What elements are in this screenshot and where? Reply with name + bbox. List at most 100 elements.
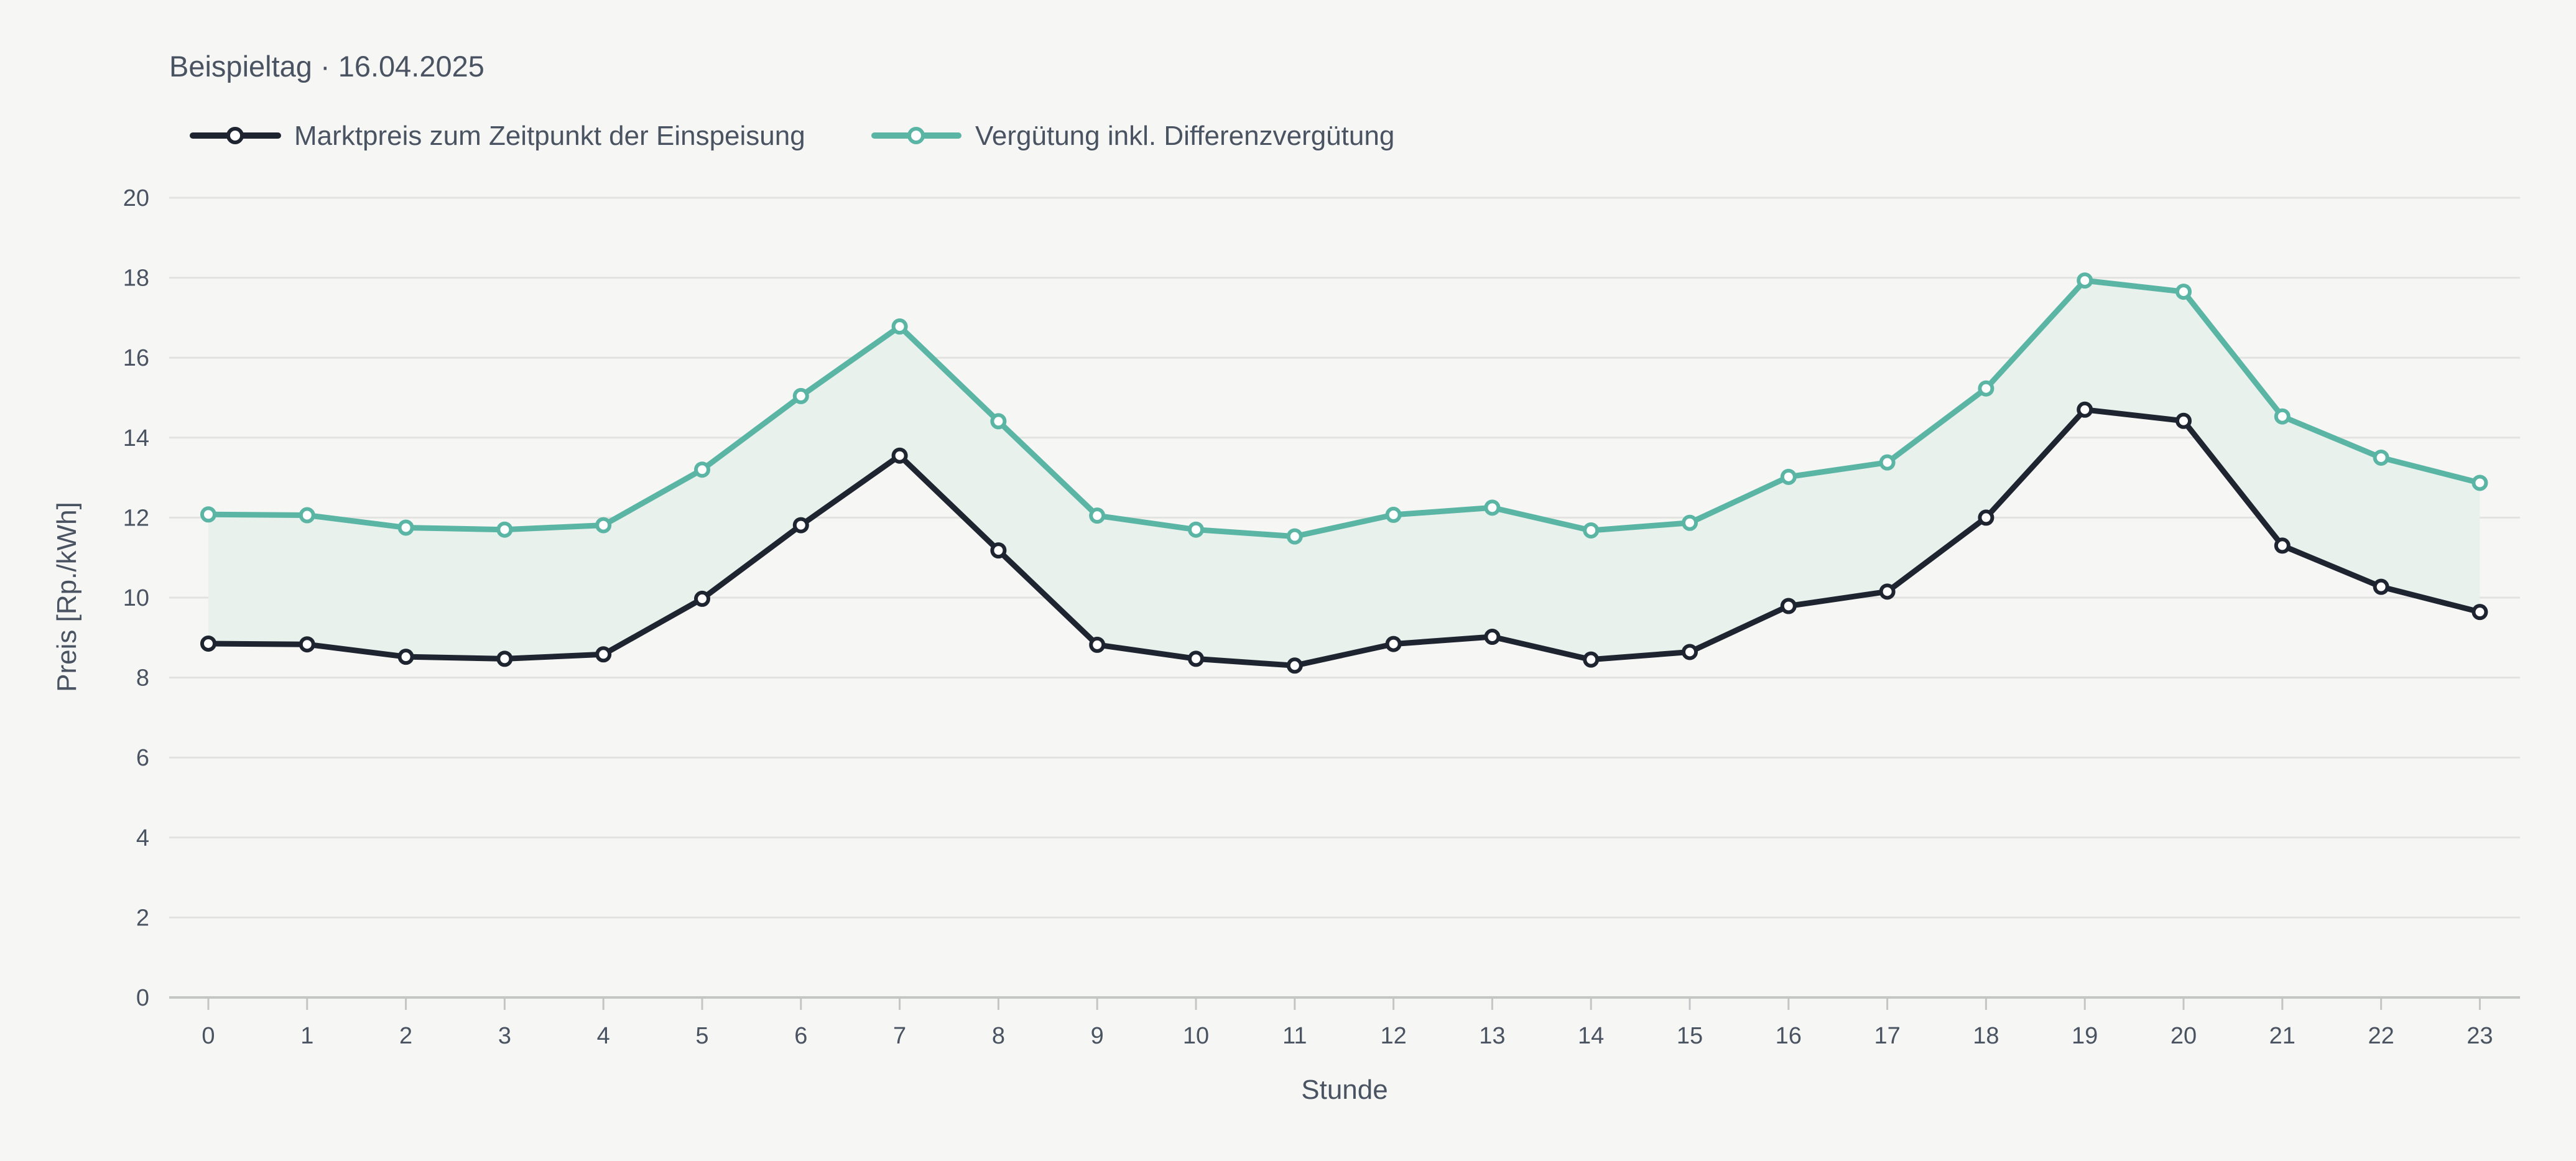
data-point-market-price xyxy=(595,646,612,663)
data-point-compensation xyxy=(200,506,216,523)
data-point-compensation xyxy=(2077,272,2093,289)
legend-swatch-marker xyxy=(907,127,925,144)
data-point-compensation xyxy=(2175,284,2192,300)
data-point-market-price xyxy=(1583,651,1600,668)
data-point-compensation xyxy=(2472,474,2488,491)
x-tick-label: 9 xyxy=(1091,1023,1104,1049)
y-tick-label: 6 xyxy=(136,745,149,771)
data-point-market-price xyxy=(1286,657,1303,674)
legend: Marktpreis zum Zeitpunkt der Einspeisung… xyxy=(190,121,1394,151)
data-point-market-price xyxy=(1385,636,1402,652)
x-tick-label: 20 xyxy=(2171,1023,2197,1049)
legend-label-compensation: Vergütung inkl. Differenzvergütung xyxy=(975,121,1394,151)
legend-item-market-price[interactable]: Marktpreis zum Zeitpunkt der Einspeisung xyxy=(190,121,805,151)
data-point-market-price xyxy=(1879,583,1896,600)
data-point-market-price xyxy=(694,590,710,607)
y-tick-label: 8 xyxy=(136,665,149,692)
legend-label-market-price: Marktpreis zum Zeitpunkt der Einspeisung xyxy=(294,121,805,151)
x-tick-label: 19 xyxy=(2072,1023,2098,1049)
series-markers xyxy=(200,272,2488,674)
data-point-compensation xyxy=(891,318,908,335)
y-tick-label: 12 xyxy=(123,505,149,531)
data-point-compensation xyxy=(694,461,710,478)
x-tick-label: 10 xyxy=(1183,1023,1209,1049)
data-point-market-price xyxy=(2175,412,2192,429)
x-tick-label: 6 xyxy=(794,1023,807,1049)
x-tick-label: 13 xyxy=(1479,1023,1505,1049)
data-point-compensation xyxy=(1484,499,1501,516)
y-tick-label: 0 xyxy=(136,985,149,1011)
x-tick-label: 22 xyxy=(2368,1023,2394,1049)
chart-subtitle: Beispieltag · 16.04.2025 xyxy=(169,50,484,83)
data-point-compensation xyxy=(2373,449,2389,466)
data-point-compensation xyxy=(1879,454,1896,471)
data-point-compensation xyxy=(1188,521,1204,538)
x-tick-label: 2 xyxy=(399,1023,412,1049)
data-point-market-price xyxy=(792,517,809,534)
data-point-compensation xyxy=(1385,506,1402,523)
series-lines xyxy=(205,277,2483,668)
legend-item-compensation[interactable]: Vergütung inkl. Differenzvergütung xyxy=(871,121,1394,151)
data-point-market-price xyxy=(1484,629,1501,645)
y-tick-label: 4 xyxy=(136,825,149,851)
data-point-market-price xyxy=(1780,598,1797,614)
data-point-market-price xyxy=(299,636,315,653)
y-tick-label: 18 xyxy=(123,266,149,292)
data-point-market-price xyxy=(1682,644,1698,660)
x-tick-label: 7 xyxy=(893,1023,906,1049)
x-tick-label: 11 xyxy=(1282,1023,1307,1049)
x-tick-label: 18 xyxy=(1973,1023,1999,1049)
data-point-compensation xyxy=(1682,514,1698,531)
data-point-market-price xyxy=(2373,578,2389,595)
x-tick-label: 1 xyxy=(300,1023,313,1049)
data-point-compensation xyxy=(1286,528,1303,545)
data-point-compensation xyxy=(299,507,315,524)
x-tick-label: 16 xyxy=(1776,1023,1802,1049)
x-tick-label: 4 xyxy=(597,1023,610,1049)
data-point-market-price xyxy=(1188,650,1204,667)
data-point-market-price xyxy=(891,447,908,464)
y-axis-title: Preis [Rp./kWh] xyxy=(52,502,82,692)
y-tick-label: 10 xyxy=(123,585,149,611)
data-point-compensation xyxy=(2274,408,2291,425)
difference-band-area xyxy=(208,280,2480,666)
series-line-market-price xyxy=(205,407,2483,668)
data-point-compensation xyxy=(595,517,612,534)
data-point-compensation xyxy=(1583,522,1600,539)
x-tick-label: 8 xyxy=(992,1023,1005,1049)
y-tick-label: 20 xyxy=(123,185,149,211)
data-point-market-price xyxy=(200,635,216,652)
data-point-compensation xyxy=(1089,507,1106,524)
data-point-compensation xyxy=(990,413,1007,430)
x-tick-label: 12 xyxy=(1380,1023,1406,1049)
data-point-market-price xyxy=(1978,509,1995,526)
data-point-market-price xyxy=(1089,636,1106,653)
data-point-market-price xyxy=(2077,401,2093,418)
x-tick-label: 0 xyxy=(202,1023,215,1049)
x-tick-label: 15 xyxy=(1677,1023,1703,1049)
data-point-compensation xyxy=(1780,468,1797,485)
y-tick-label: 2 xyxy=(136,905,149,931)
x-tick-label: 3 xyxy=(498,1023,511,1049)
y-tick-label: 16 xyxy=(123,345,149,371)
legend-swatch-marker xyxy=(226,127,244,144)
data-point-compensation xyxy=(496,521,513,538)
data-point-compensation xyxy=(1978,380,1995,397)
x-tick-label: 17 xyxy=(1874,1023,1900,1049)
difference-band xyxy=(208,280,2480,666)
series-line-compensation xyxy=(205,277,2483,540)
x-tick-label: 23 xyxy=(2467,1023,2493,1049)
x-axis-title: Stunde xyxy=(1301,1075,1388,1105)
data-point-compensation xyxy=(397,519,414,536)
x-tick-label: 21 xyxy=(2269,1023,2296,1049)
data-point-market-price xyxy=(2472,604,2488,621)
data-point-market-price xyxy=(397,649,414,665)
data-point-market-price xyxy=(990,542,1007,559)
data-point-market-price xyxy=(496,650,513,667)
x-tick-label: 5 xyxy=(695,1023,708,1049)
x-tick-label: 14 xyxy=(1578,1023,1604,1049)
data-point-market-price xyxy=(2274,537,2291,554)
